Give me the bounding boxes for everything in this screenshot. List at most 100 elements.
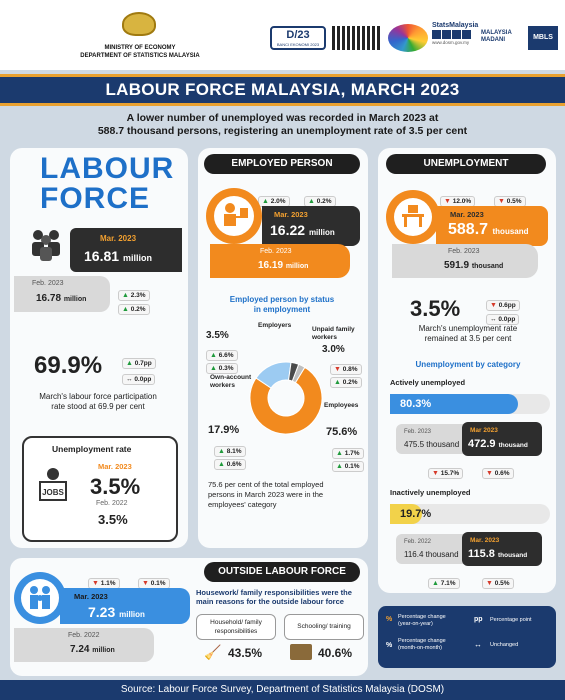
emp-feb-box: Feb. 2023 16.19 million — [210, 244, 350, 278]
employers-yoy: 6.6% — [218, 352, 234, 359]
legend-yoy-icon: % — [386, 616, 393, 623]
employees-yoy-badge: ▲ 1.7% — [332, 442, 364, 460]
lfpr-mom-badge: ↔ 0.0pp — [122, 368, 156, 386]
active-mom: 0.6% — [494, 470, 510, 477]
source-footer: Source: Labour Force Survey, Department … — [0, 680, 565, 700]
employed-note: 75.6 per cent of the total employed pers… — [208, 480, 360, 510]
inactive-pct: 19.7% — [400, 508, 432, 520]
lf-mom-badge: ▲ 0.2% — [118, 298, 150, 316]
unemp-cat-title: Unemployment by category — [415, 360, 521, 369]
unemp-mar-label: Mar. 2023 — [450, 210, 484, 219]
mbls-logo: MBLS — [528, 26, 558, 50]
lf-yoy-value: 2.3% — [130, 292, 146, 299]
emp-mar-box: Mar. 2023 16.22 million — [262, 206, 360, 246]
emp-feb-label: Feb. 2023 — [260, 248, 292, 255]
legend-pp-icon: pp — [474, 616, 483, 623]
down-arrow-icon: ▼ — [334, 366, 341, 373]
unemp-feb-unit: thousand — [471, 263, 504, 270]
own-label-line2: workers — [210, 382, 235, 389]
ur-feb-value: 3.5% — [98, 512, 128, 527]
ministry-label: MINISTRY OF ECONOMY DEPARTMENT OF STATIS… — [60, 44, 220, 60]
up-arrow-icon: ▲ — [210, 365, 217, 372]
inactive-yoy-badge: ▲ 7.1% — [428, 572, 460, 590]
employers-mom: 0.3% — [218, 365, 234, 372]
ur-feb-label: Feb. 2022 — [96, 500, 128, 507]
inactive-mar-box: Mar. 2023 115.8 thousand — [462, 532, 542, 566]
up-arrow-icon: ▲ — [308, 198, 315, 205]
inactive-bar-fill — [390, 504, 422, 524]
outside-title: OUTSIDE LABOUR FORCE — [204, 562, 360, 582]
ur-mar-value: 3.5% — [90, 474, 141, 499]
legend-mom-line2: (month-on-month) — [398, 645, 443, 651]
family-icon — [14, 572, 66, 624]
own-label-line1: Own-account — [210, 374, 252, 381]
unemp-feb-value: 591.9 — [444, 260, 470, 271]
active-bar-fill — [390, 394, 519, 414]
emp-feb-value: 16.19 — [258, 260, 284, 271]
own-mom-badge: ▲ 0.6% — [214, 453, 246, 471]
own-yoy: 8.1% — [226, 448, 242, 455]
lf-mom-value: 0.2% — [130, 306, 146, 313]
employees-pct: 75.6% — [326, 426, 358, 438]
down-arrow-icon: ▼ — [142, 580, 149, 587]
active-mar-label: Mar 2023 — [470, 427, 498, 434]
inactive-bar-track — [390, 504, 550, 524]
unemp-rate-mom-badge: ↔ 0.0pp — [486, 308, 520, 326]
lf-mar-value: 16.81 — [84, 248, 120, 264]
lf-mar-unit: million — [122, 253, 152, 263]
down-arrow-icon: ▼ — [486, 580, 493, 587]
employed-note-line3: employees' category — [208, 500, 277, 509]
active-pct: 80.3% — [400, 398, 432, 410]
employed-note-line1: 75.6 per cent of the total employed — [208, 480, 324, 489]
unemp-rate-text-line1: March's unemployment rate — [418, 324, 518, 333]
down-arrow-icon: ▼ — [444, 198, 451, 205]
madani-logo: MALAYSIA MADANI — [481, 30, 512, 43]
unemp-mar-value: 588.7 — [448, 221, 489, 238]
inactive-mar-unit: thousand — [497, 552, 528, 559]
unpaid-mom-badge: ▲ 0.2% — [330, 371, 362, 389]
reason-household-box: Household/ family responsibilities — [196, 614, 276, 640]
twitter-icon[interactable] — [462, 30, 471, 39]
lf-feb-label: Feb. 2023 — [32, 280, 64, 287]
legend-yoy-line1: Percentage change — [398, 614, 446, 620]
lf-feb-box: Feb. 2023 16.78 million — [14, 276, 110, 312]
unemp-mar-unit: thousand — [492, 227, 529, 236]
lf-mar-label: Mar. 2023 — [100, 234, 137, 243]
down-arrow-icon: ▼ — [486, 470, 493, 477]
unemp-yoy: 12.0% — [452, 198, 472, 205]
outside-feb-label: Feb. 2022 — [68, 632, 100, 639]
active-mom-badge: ▼ 0.6% — [482, 462, 514, 480]
employed-note-line2: persons in March 2023 were in the — [208, 490, 324, 499]
employers-mom-badge: ▲ 0.3% — [206, 357, 238, 375]
youtube-icon[interactable] — [452, 30, 461, 39]
emp-mar-unit: million — [308, 228, 335, 237]
facebook-icon[interactable] — [432, 30, 441, 39]
donut-slice-employees — [249, 366, 323, 435]
active-mar-unit: thousand — [498, 442, 528, 449]
unemp-feb-label: Feb. 2023 — [448, 248, 480, 255]
up-arrow-icon: ▲ — [334, 379, 341, 386]
website-label[interactable]: www.dosm.gov.my — [432, 40, 470, 45]
lfpr-yoy-badge: ▲ 0.7pp — [122, 352, 156, 370]
up-arrow-icon: ▲ — [218, 461, 225, 468]
headline-line1: A lower number of unemployed was recorde… — [126, 112, 439, 124]
ministry-line2: DEPARTMENT OF STATISTICS MALAYSIA — [80, 53, 200, 59]
inactive-mar-label: Mar. 2023 — [470, 537, 500, 544]
unemp-mar-box: Mar. 2023 588.7 thousand — [436, 206, 548, 246]
unpaid-yoy: 0.8% — [342, 366, 358, 373]
unemp-rate-text: March's unemployment rate remained at 3.… — [388, 324, 548, 344]
legend-mom-icon: % — [386, 642, 393, 649]
census-logo: D/23 BANCI EKONOMI 2023 — [270, 26, 326, 50]
lf-feb-unit: million — [63, 296, 87, 303]
down-arrow-icon: ▼ — [92, 580, 99, 587]
own-pct: 17.9% — [208, 424, 240, 436]
unemp-rate-value: 3.5% — [410, 296, 461, 321]
legend-unchanged-icon: ↔ — [474, 640, 482, 649]
legend-unchanged-label: Unchanged — [490, 642, 519, 648]
inactive-mar-value: 115.8 — [468, 548, 495, 560]
emp-mar-value: 16.22 — [270, 222, 306, 238]
empty-desk-icon — [386, 190, 440, 244]
instagram-icon[interactable] — [442, 30, 451, 39]
active-feb-label: Feb. 2023 — [404, 429, 432, 435]
ur-mar-label: Mar. 2023 — [98, 462, 132, 471]
